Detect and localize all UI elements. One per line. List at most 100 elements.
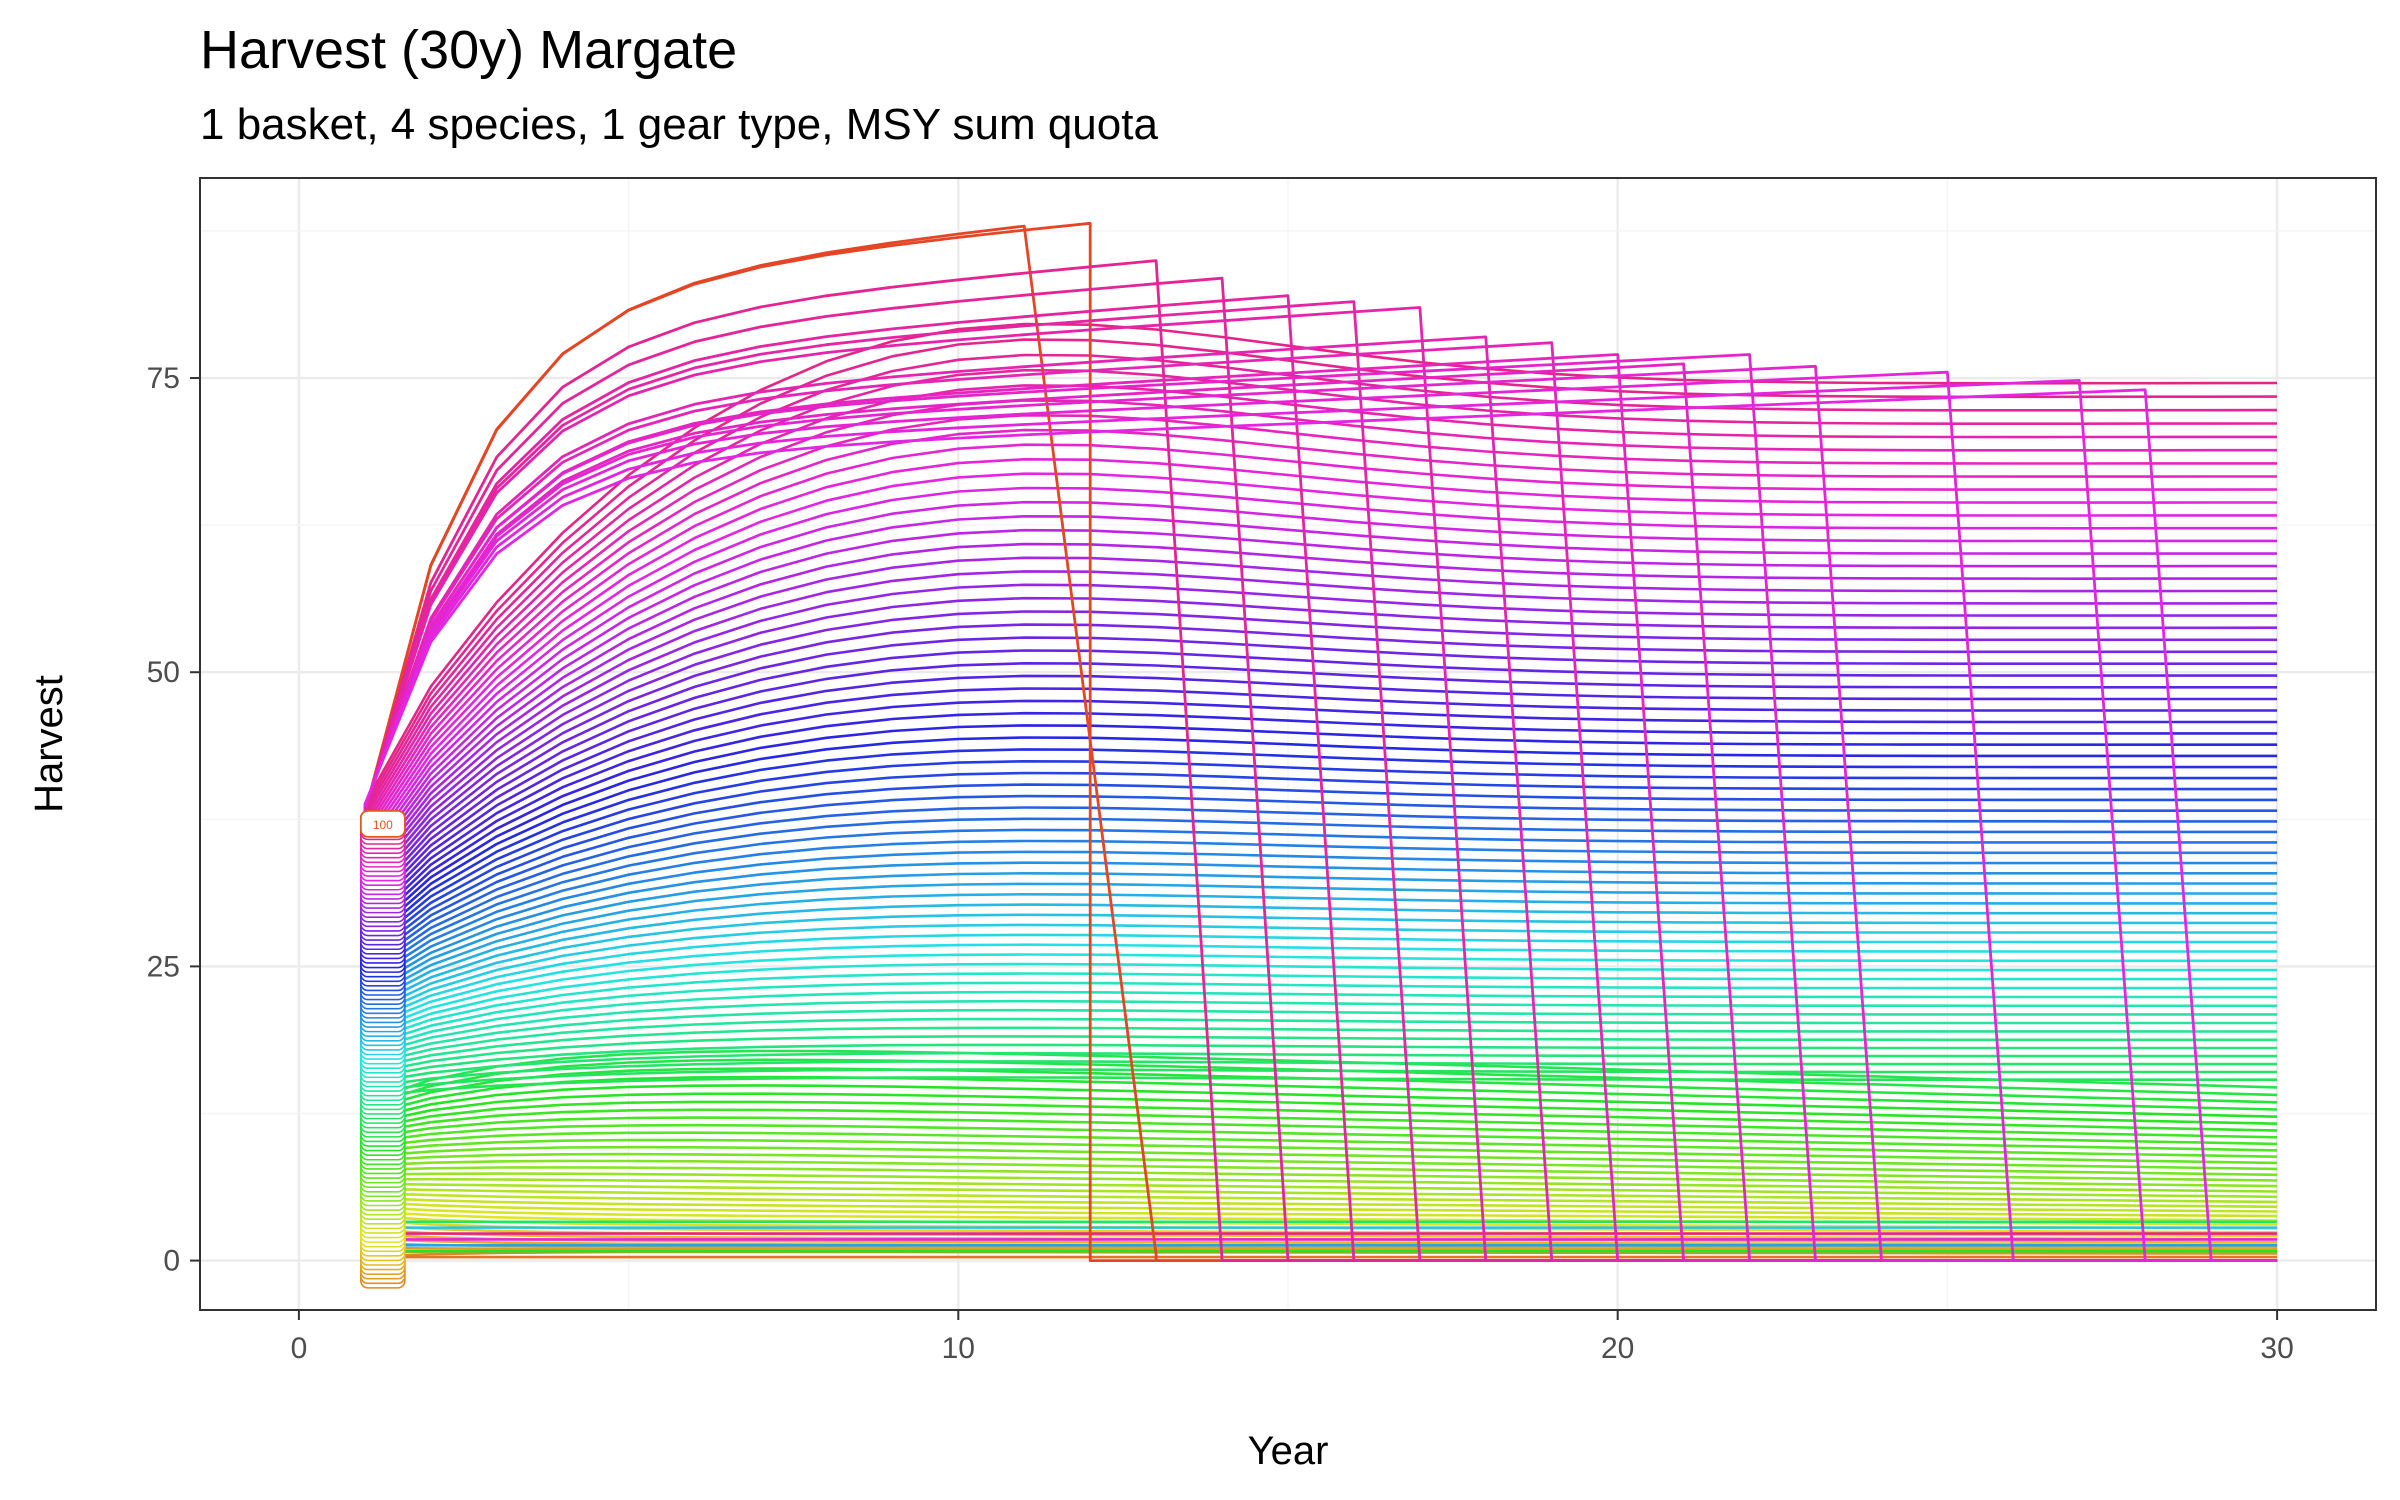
- collapse-series-line: [363, 306, 2278, 1262]
- series-line: [363, 596, 2278, 892]
- x-axis-title: Year: [1248, 1429, 1329, 1473]
- series-line: [363, 748, 2278, 947]
- series-line: [364, 1131, 2278, 1158]
- series-line: [364, 1100, 2278, 1132]
- series-line: [363, 353, 2278, 814]
- series-line: [363, 699, 2278, 929]
- series-line: [363, 514, 2278, 865]
- series-line: [364, 1035, 2278, 1076]
- series-line: [364, 1116, 2278, 1146]
- x-tick-label: 10: [942, 1332, 975, 1365]
- series-line: [364, 1060, 2278, 1089]
- series-line: [364, 1242, 2278, 1251]
- series-line: [364, 1159, 2278, 1182]
- collapse-series-line: [363, 370, 2278, 1262]
- series-line: [364, 1182, 2278, 1204]
- series-line: [363, 610, 2278, 897]
- series-line: [364, 1043, 2278, 1080]
- series-line: [364, 1076, 2278, 1099]
- series-line: [364, 913, 2278, 1016]
- series-line: [363, 661, 2278, 915]
- series-line: [364, 882, 2278, 1002]
- collapse-series-line: [363, 362, 2278, 1262]
- series-line: [364, 1200, 2278, 1222]
- y-tick-label: 75: [147, 362, 180, 395]
- series-line: [363, 687, 2278, 924]
- series-line: [363, 413, 2278, 833]
- series-line: [364, 1177, 2278, 1199]
- collapse-series-line: [363, 294, 2278, 1262]
- series-line: [364, 839, 2278, 984]
- collapse-series-line: [363, 335, 2278, 1262]
- collapse-series-line: [363, 388, 2278, 1262]
- x-tick-label: 0: [291, 1332, 308, 1365]
- series-line: [364, 1172, 2278, 1193]
- chart-title: Harvest (30y) Margate: [200, 20, 738, 80]
- series-line: [363, 583, 2278, 888]
- series-label-text: 100: [373, 818, 393, 832]
- series-line: [364, 850, 2278, 989]
- collapse-series-line: [363, 300, 2278, 1262]
- series-line: [364, 981, 2278, 1048]
- series-line: [363, 623, 2278, 901]
- series-line: [363, 384, 2278, 823]
- series-line: [364, 943, 2278, 1030]
- collapse-series-line: [363, 378, 2278, 1262]
- series-line: [364, 1187, 2278, 1209]
- series-line: [364, 1017, 2278, 1067]
- series-line: [364, 903, 2278, 1012]
- series-line: [363, 674, 2278, 920]
- series-line: [363, 542, 2278, 874]
- series-line: [364, 962, 2278, 1039]
- series-line: [363, 528, 2278, 869]
- collapse-series-line: [363, 364, 2278, 1262]
- series-line: [364, 794, 2278, 966]
- series-line: [364, 1152, 2278, 1177]
- chart-subtitle: 1 basket, 4 species, 1 gear type, MSY su…: [200, 100, 1158, 149]
- series-line: [364, 1026, 2278, 1071]
- series-line: [363, 556, 2278, 879]
- series-line: [364, 1008, 2278, 1062]
- series-line: [364, 828, 2278, 979]
- series-line: [364, 1166, 2278, 1188]
- series-line: [364, 1068, 2278, 1094]
- collapse-series-line: [363, 259, 2278, 1262]
- series-line: [364, 999, 2278, 1057]
- series-line: [364, 1051, 2278, 1085]
- y-tick-label: 25: [147, 950, 180, 983]
- x-tick-label: 30: [2260, 1332, 2293, 1365]
- series-line: [364, 933, 2278, 1025]
- series-label-box: [359, 809, 406, 838]
- series-line: [364, 892, 2278, 1007]
- series-line: [363, 736, 2278, 943]
- series-line: [363, 636, 2278, 906]
- series-line: [364, 953, 2278, 1035]
- series-line: [363, 570, 2278, 883]
- series-line: [363, 711, 2278, 934]
- series-line: [364, 923, 2278, 1021]
- series-line: [363, 428, 2278, 837]
- collapse-series-line: [363, 221, 2278, 1262]
- series-line: [364, 1196, 2278, 1218]
- x-tick-label: 20: [1601, 1332, 1634, 1365]
- series-line: [363, 443, 2278, 842]
- series-line: [364, 1138, 2278, 1165]
- plot-border: [199, 177, 2377, 1311]
- series-line: [363, 724, 2278, 938]
- series-labels: 100: [359, 809, 406, 1289]
- series-line: [364, 1108, 2278, 1139]
- series-line: [364, 806, 2278, 970]
- y-tick-label: 0: [163, 1245, 180, 1278]
- series-line: [364, 861, 2278, 993]
- series-line: [363, 368, 2278, 819]
- series-line: [363, 500, 2278, 860]
- y-axis-title: Harvest: [27, 675, 71, 813]
- series-line: [364, 817, 2278, 975]
- collapse-series-line: [363, 341, 2278, 1262]
- series-line: [363, 649, 2278, 911]
- collapse-series-line: [363, 353, 2278, 1262]
- series-line: [364, 990, 2278, 1053]
- series-line: [364, 1145, 2278, 1171]
- series-line: [364, 1123, 2278, 1152]
